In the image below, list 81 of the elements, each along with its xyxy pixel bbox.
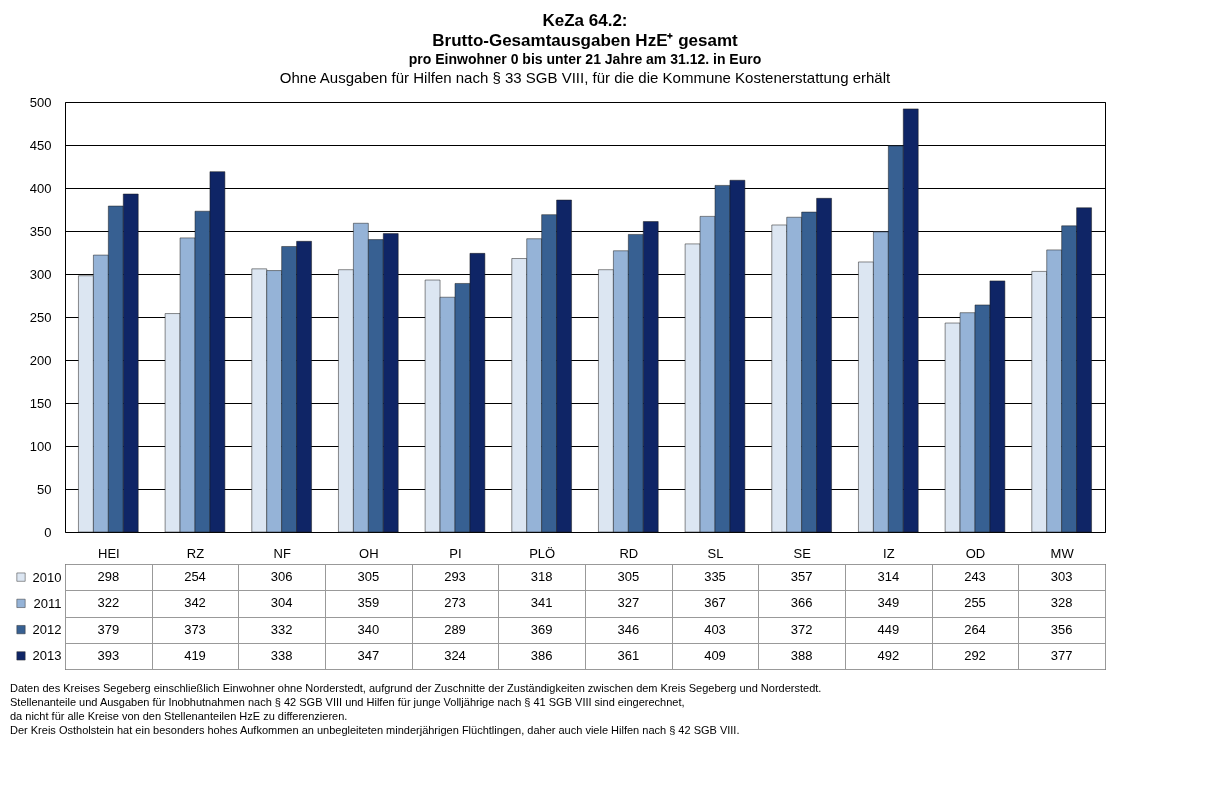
data-label: 289 xyxy=(444,621,466,637)
data-label: 305 xyxy=(357,569,380,585)
data-label: 356 xyxy=(1050,621,1073,637)
x-tick-label: RZ xyxy=(186,545,205,561)
chart-title: KeZa 64.2: Brutto-Gesamtausgaben HzE⁺ gesamt xyxy=(432,11,739,50)
y-tick-label: 0 xyxy=(44,524,52,540)
x-tick-label: PLÖ xyxy=(529,545,556,561)
data-label: 298 xyxy=(97,569,120,585)
data-label: 377 xyxy=(1050,647,1073,663)
legend-label: 2010 xyxy=(32,569,62,585)
data-label: 349 xyxy=(877,595,900,611)
data-label: 318 xyxy=(530,569,553,585)
data-label: 314 xyxy=(877,569,900,585)
x-tick-label: HEI xyxy=(98,545,120,561)
x-tick-label: MW xyxy=(1050,545,1075,561)
y-tick-label: 250 xyxy=(29,309,52,325)
y-tick-label: 100 xyxy=(29,438,52,454)
data-label: 393 xyxy=(97,647,120,663)
data-label: 306 xyxy=(270,569,293,585)
y-tick-label: 200 xyxy=(29,352,52,368)
data-label: 369 xyxy=(530,621,553,637)
data-label: 367 xyxy=(704,595,726,611)
data-label: 328 xyxy=(1050,595,1073,611)
data-label: 304 xyxy=(270,595,293,611)
y-tick-label: 350 xyxy=(29,223,52,239)
legend-label: 2011 xyxy=(33,595,62,611)
y-tick-label: 450 xyxy=(29,137,52,153)
data-label: 292 xyxy=(964,647,986,663)
data-label: 335 xyxy=(704,569,726,585)
y-tick-label: 50 xyxy=(37,481,52,497)
x-tick-label: RD xyxy=(619,545,639,561)
legend-label: 2012 xyxy=(32,622,62,638)
x-tick-label: NF xyxy=(273,545,291,561)
y-tick-label: 300 xyxy=(29,266,52,282)
data-label: 357 xyxy=(790,569,813,585)
data-label: 372 xyxy=(790,621,813,637)
data-label: 322 xyxy=(97,595,120,611)
data-label: 419 xyxy=(184,647,206,663)
chart-subtitle: pro Einwohner 0 bis unter 21 Jahre am 31.12. in Euro Ohne Ausgaben für Hilfen nach § 33 SGB VIII, für die die Kommune Kostenerstattung erhält xyxy=(279,51,892,86)
data-label: 305 xyxy=(617,569,640,585)
x-tick-label: SE xyxy=(793,545,812,561)
data-label: 264 xyxy=(964,621,986,637)
text: da nicht für alle Kreise von den Stellenanteilen HzE zu differenzieren. xyxy=(10,710,348,722)
x-tick-label: SL xyxy=(707,545,724,561)
data-label: 347 xyxy=(357,647,380,663)
y-tick-label: 500 xyxy=(29,94,52,110)
data-label: 379 xyxy=(97,621,120,637)
x-tick-label: IZ xyxy=(883,545,895,561)
y-tick-label: 150 xyxy=(29,395,52,411)
x-tick-label: OD xyxy=(965,545,986,561)
text: Der Kreis Ostholstein hat ein besonders hohes Aufkommen an unbegleiteten minderjährigen Flüchtlingen, daher auch viele Hilfen nach § 42 SGB VIII. xyxy=(10,724,740,736)
data-label: 303 xyxy=(1050,569,1073,585)
data-label: 359 xyxy=(357,595,380,611)
data-label: 273 xyxy=(444,595,466,611)
data-label: 373 xyxy=(184,621,206,637)
data-label: 403 xyxy=(704,621,726,637)
data-label: 361 xyxy=(617,647,640,663)
data-label: 388 xyxy=(790,647,813,663)
data-label: 255 xyxy=(964,595,986,611)
data-label: 409 xyxy=(704,647,726,663)
y-tick-label: 400 xyxy=(29,180,52,196)
data-label: 346 xyxy=(617,621,640,637)
data-label: 492 xyxy=(877,647,900,663)
data-label: 254 xyxy=(184,569,206,585)
x-tick-label: PI xyxy=(449,545,462,561)
text: Stellenanteile und Ausgaben für Inobhutnahmen nach § 42 SGB VIII und Hilfen für junge Volljährige nach § 41 SGB VIII sind eingerechnet, xyxy=(10,696,685,708)
data-label: 449 xyxy=(877,621,900,637)
data-label: 342 xyxy=(184,595,206,611)
data-label: 366 xyxy=(790,595,813,611)
data-label: 386 xyxy=(530,647,553,663)
data-label: 340 xyxy=(357,621,380,637)
data-label: 338 xyxy=(270,647,293,663)
data-label: 324 xyxy=(444,647,466,663)
data-label: 332 xyxy=(270,621,293,637)
legend-label: 2013 xyxy=(32,648,62,664)
data-label: 293 xyxy=(444,569,466,585)
data-label: 341 xyxy=(530,595,553,611)
data-label: 327 xyxy=(617,595,640,611)
data-label: 243 xyxy=(964,569,986,585)
text: Daten des Kreises Segeberg einschließlich Einwohner ohne Norderstedt, aufgrund der Zuschnitte der Zuständigkeiten zwischen dem Kreis Segeberg und Norderstedt. xyxy=(10,682,822,694)
x-tick-label: OH xyxy=(359,545,379,561)
